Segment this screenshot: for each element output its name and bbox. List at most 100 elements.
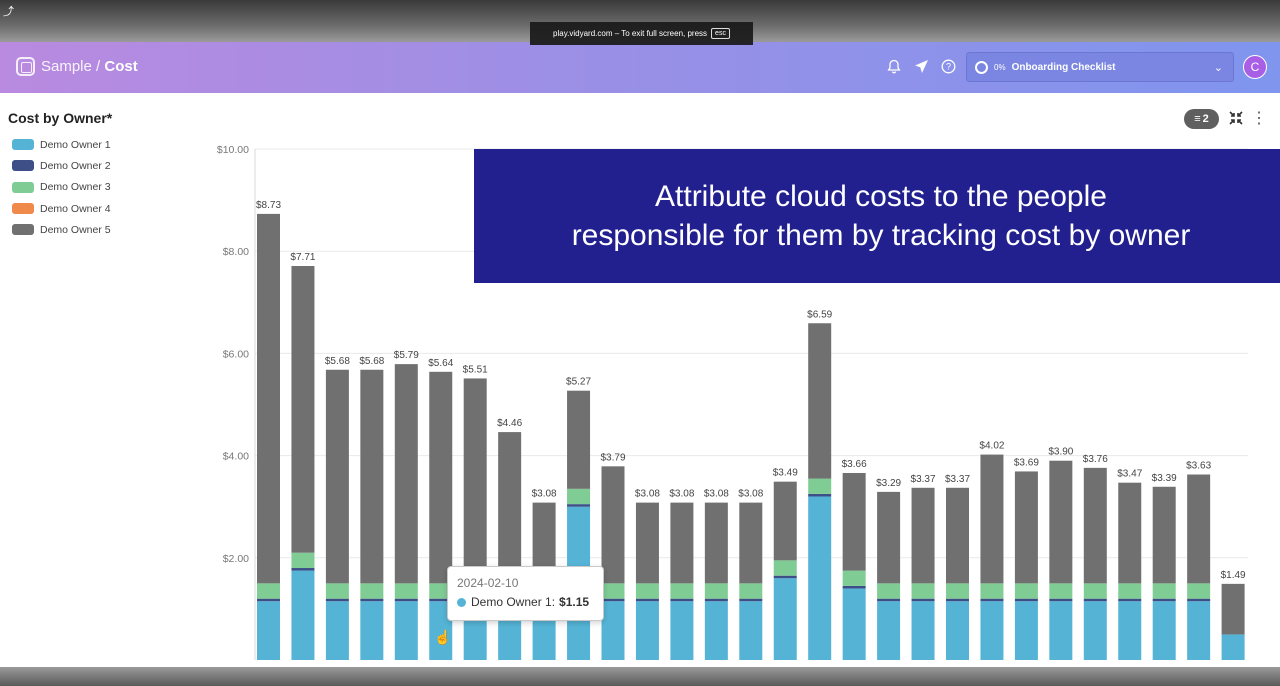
bar-segment-demo-owner-2 — [808, 493, 832, 497]
app-header: Sample / Cost ? 0% Onboarding Checklist … — [0, 42, 1280, 93]
fullscreen-notice-text: play.vidyard.com – To exit full screen, … — [553, 29, 708, 38]
legend-label: Demo Owner 5 — [40, 223, 111, 236]
bar-total-label: $3.49 — [773, 468, 798, 479]
browser-bottom-strip — [0, 667, 1280, 686]
exit-fullscreen-icon[interactable]: ⤴ — [3, 6, 14, 18]
more-options-icon[interactable]: ⋮ — [1251, 110, 1267, 127]
bar-segment-demo-owner-5 — [429, 371, 453, 584]
bar-total-label: $6.59 — [807, 309, 832, 320]
legend-swatch — [12, 203, 34, 215]
bar-segment-demo-owner-3 — [877, 583, 901, 599]
bar-segment-demo-owner-1 — [1049, 601, 1073, 660]
bell-icon[interactable] — [884, 56, 904, 76]
app-logo-icon[interactable] — [16, 57, 35, 76]
bar-total-label: $3.08 — [635, 489, 660, 500]
bar-segment-demo-owner-1 — [394, 601, 418, 660]
fullscreen-notice: play.vidyard.com – To exit full screen, … — [530, 22, 753, 45]
svg-text:?: ? — [945, 61, 950, 71]
legend-item-owner-4[interactable]: Demo Owner 4 — [12, 198, 111, 219]
bar-segment-demo-owner-2 — [946, 598, 969, 602]
bar-segment-demo-owner-5 — [291, 266, 315, 553]
bar-segment-demo-owner-2 — [911, 598, 935, 602]
bar-total-label: $3.66 — [842, 459, 867, 470]
checklist-percent: 0% — [994, 62, 1006, 72]
legend-item-owner-2[interactable]: Demo Owner 2 — [12, 155, 111, 176]
y-tick-label: $4.00 — [223, 451, 249, 463]
bar-segment-demo-owner-2 — [257, 598, 280, 602]
bar-segment-demo-owner-3 — [808, 478, 832, 494]
bar-segment-demo-owner-2 — [429, 598, 453, 602]
bar-segment-demo-owner-3 — [1049, 583, 1073, 599]
cost-chart-panel: Cost by Owner* Demo Owner 1 Demo Owner 2… — [0, 93, 1280, 667]
bar-segment-demo-owner-5 — [877, 491, 901, 584]
bar-total-label: $3.79 — [600, 452, 625, 463]
legend-label: Demo Owner 4 — [40, 202, 111, 215]
chart-title: Cost by Owner* — [8, 110, 113, 126]
bar-segment-demo-owner-2 — [1152, 598, 1176, 602]
bar-segment-demo-owner-3 — [635, 583, 659, 599]
bar-total-label: $3.76 — [1083, 454, 1108, 465]
legend-swatch — [12, 181, 34, 193]
hand-cursor-icon: ☝ — [434, 629, 452, 645]
legend-item-owner-1[interactable]: Demo Owner 1 — [12, 134, 111, 155]
bar-segment-demo-owner-2 — [1187, 598, 1211, 602]
bar-segment-demo-owner-5 — [911, 487, 935, 584]
chart-legend: Demo Owner 1 Demo Owner 2 Demo Owner 3 D… — [12, 134, 111, 240]
bar-segment-demo-owner-2 — [360, 598, 384, 602]
legend-item-owner-3[interactable]: Demo Owner 3 — [12, 177, 111, 198]
bar-segment-demo-owner-3 — [1152, 583, 1176, 599]
bar-segment-demo-owner-2 — [1118, 598, 1142, 602]
bar-total-label: $3.08 — [669, 489, 694, 500]
bar-segment-demo-owner-5 — [1187, 474, 1211, 584]
bar-segment-demo-owner-2 — [635, 598, 659, 602]
breadcrumb-current: Cost — [104, 58, 138, 75]
bar-segment-demo-owner-1 — [257, 601, 280, 660]
bar-segment-demo-owner-1 — [1118, 601, 1142, 660]
bar-segment-demo-owner-2 — [325, 598, 349, 602]
bar-segment-demo-owner-3 — [291, 552, 315, 569]
bar-segment-demo-owner-5 — [325, 369, 349, 584]
bar-segment-demo-owner-5 — [670, 502, 694, 584]
breadcrumb-parent[interactable]: Sample — [41, 58, 92, 75]
legend-item-owner-5[interactable]: Demo Owner 5 — [12, 219, 111, 240]
send-icon[interactable] — [911, 56, 931, 76]
bar-segment-demo-owner-3 — [1118, 583, 1142, 599]
bar-total-label: $1.49 — [1221, 570, 1246, 581]
bar-segment-demo-owner-3 — [429, 583, 453, 599]
bar-segment-demo-owner-5 — [532, 502, 556, 584]
bar-segment-demo-owner-1 — [773, 578, 797, 660]
bar-segment-demo-owner-3 — [1187, 583, 1211, 599]
bar-total-label: $4.02 — [979, 441, 1004, 452]
bar-total-label: $3.37 — [911, 474, 936, 485]
series-dot-icon — [457, 597, 466, 607]
bar-segment-demo-owner-1 — [325, 601, 349, 660]
bar-total-label: $3.39 — [1152, 473, 1177, 484]
bar-segment-demo-owner-1 — [291, 570, 315, 660]
bar-segment-demo-owner-3 — [842, 570, 866, 586]
collapse-icon[interactable] — [1226, 108, 1246, 128]
user-avatar[interactable]: C — [1243, 55, 1267, 79]
bar-segment-demo-owner-5 — [567, 390, 591, 489]
bar-segment-demo-owner-5 — [808, 323, 832, 479]
banner-line-2: responsible for them by tracking cost by… — [571, 219, 1191, 252]
help-icon[interactable]: ? — [938, 56, 958, 76]
tooltip-row: Demo Owner 1: $1.15 — [457, 595, 603, 609]
onboarding-checklist-dropdown[interactable]: 0% Onboarding Checklist ⌄ — [966, 52, 1234, 82]
bar-segment-demo-owner-5 — [1014, 471, 1038, 584]
breadcrumb: Sample / Cost — [41, 58, 138, 75]
bar-segment-demo-owner-3 — [1083, 583, 1107, 599]
bar-segment-demo-owner-1 — [360, 601, 384, 660]
bar-segment-demo-owner-2 — [601, 598, 625, 602]
bar-total-label: $7.71 — [290, 252, 315, 263]
bar-segment-demo-owner-2 — [291, 568, 315, 571]
bar-segment-demo-owner-1 — [1187, 601, 1211, 660]
bar-segment-demo-owner-1 — [877, 601, 901, 660]
promo-banner: Attribute cloud costs to the people resp… — [474, 149, 1280, 283]
legend-swatch — [12, 224, 34, 236]
bar-total-label: $3.63 — [1186, 461, 1211, 472]
filter-count-button[interactable]: ≡ 2 — [1184, 109, 1219, 129]
bar-total-label: $5.27 — [566, 377, 591, 388]
bar-segment-demo-owner-2 — [1083, 598, 1107, 602]
bar-segment-demo-owner-1 — [1083, 601, 1107, 660]
bar-total-label: $3.08 — [704, 489, 729, 500]
